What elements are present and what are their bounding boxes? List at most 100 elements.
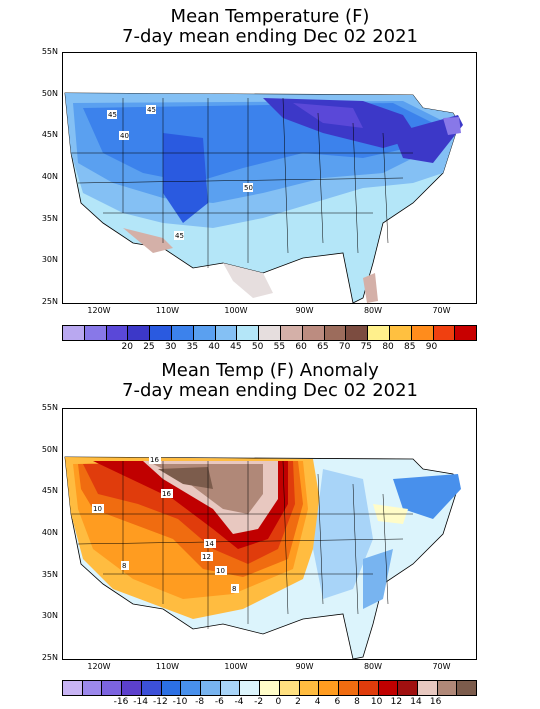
colorbar-swatch: [193, 326, 216, 340]
panel1-title-line1: Mean Temperature (F): [170, 6, 370, 27]
colorbar-swatch: [398, 681, 418, 695]
colorbar-label: -14: [133, 697, 148, 707]
lat-tick-label: 30N: [41, 611, 58, 621]
lon-tick-label: 90W: [295, 306, 314, 315]
colorbar-swatch: [437, 681, 458, 695]
colorbar-label: 55: [273, 342, 286, 352]
colorbar-label: -10: [172, 697, 188, 707]
panel2-colorbar: [62, 680, 477, 696]
colorbar-swatch: [368, 326, 390, 340]
lon-tick-label: 120W: [87, 306, 111, 315]
colorbar-label: 30: [164, 342, 177, 352]
colorbar-label: 85: [404, 342, 416, 352]
colorbar-label: 50: [251, 342, 264, 352]
colorbar-label: 70: [338, 342, 351, 352]
colorbar-swatch: [378, 681, 399, 695]
colorbar-label: 60: [295, 342, 307, 352]
colorbar-label: 12: [390, 697, 403, 707]
colorbar-swatch: [82, 681, 103, 695]
panel1-title-line2: 7-day mean ending Dec 02 2021: [122, 26, 418, 47]
colorbar-swatch: [128, 326, 151, 340]
lon-tick-label: 100W: [224, 306, 248, 315]
panel1-contour-label: 45: [175, 232, 184, 240]
colorbar-swatch: [220, 681, 241, 695]
colorbar-swatch: [161, 681, 182, 695]
colorbar-swatch: [299, 681, 320, 695]
colorbar-label: 65: [317, 342, 329, 352]
panel2-anomaly-map: 16 10 16 14 12 10 8 8: [64, 455, 461, 659]
colorbar-swatch: [150, 326, 172, 340]
colorbar-label: -12: [152, 697, 168, 707]
colorbar-swatch: [201, 681, 221, 695]
panel2-contour-label: 14: [205, 540, 214, 548]
panel1-colorbar: [62, 325, 477, 341]
panel1-contour-label: 50: [244, 184, 253, 192]
lat-tick-label: 50N: [41, 88, 58, 98]
lat-tick-label: 35N: [41, 213, 58, 223]
colorbar-label: 45: [230, 342, 242, 352]
lat-tick-label: 50N: [41, 444, 58, 454]
panel2-contour-label: 16: [162, 490, 171, 498]
panel2-contour-label: 8: [122, 562, 126, 570]
panel1-temperature-map: 45 45 40 50 45: [64, 92, 463, 303]
panel2-map: 16 10 16 14 12 10 8 8: [62, 408, 477, 660]
panel2-title-line2: 7-day mean ending Dec 02 2021: [122, 380, 418, 401]
colorbar-swatch: [324, 326, 347, 340]
colorbar-swatch: [433, 326, 456, 340]
colorbar-label: 20: [121, 342, 133, 352]
colorbar-swatch: [141, 681, 162, 695]
lon-tick-label: 80W: [363, 662, 383, 671]
panel2-contour-label: 10: [216, 567, 225, 575]
panel1-contour-label: 45: [108, 111, 117, 119]
panel2-contour-label: 10: [93, 505, 102, 513]
lat-tick-label: 40N: [41, 528, 58, 537]
colorbar-swatch: [280, 326, 303, 340]
colorbar-label: 2: [295, 697, 301, 707]
colorbar-swatch: [84, 326, 107, 340]
lat-tick-label: 45N: [41, 486, 58, 496]
panel2-contour-label: 16: [150, 456, 159, 464]
lon-tick-label: 70W: [432, 662, 451, 671]
colorbar-swatch: [339, 681, 359, 695]
colorbar-swatch: [102, 681, 123, 695]
colorbar-swatch: [279, 681, 300, 695]
colorbar-swatch: [417, 681, 438, 695]
colorbar-swatch: [106, 326, 129, 340]
panel1-contour-label: 40: [120, 132, 129, 140]
panel2-contour-label: 8: [232, 585, 236, 593]
lon-tick-label: 70W: [432, 306, 451, 315]
colorbar-label: -16: [113, 697, 129, 707]
lat-tick-label: 55N: [41, 403, 58, 412]
colorbar-swatch: [302, 326, 325, 340]
colorbar-swatch: [358, 681, 379, 695]
colorbar-label: 16: [429, 697, 442, 707]
colorbar-label: 35: [186, 342, 199, 352]
colorbar-swatch: [63, 326, 85, 340]
colorbar-label: 25: [143, 342, 155, 352]
panel1-contour-label: 45: [147, 106, 156, 114]
colorbar-swatch: [181, 681, 202, 695]
colorbar-swatch: [237, 326, 260, 340]
panel2-contour-label: 12: [202, 553, 211, 561]
colorbar-label: 8: [354, 697, 360, 707]
colorbar-swatch: [346, 326, 369, 340]
colorbar-swatch: [457, 681, 477, 695]
colorbar-label: -6: [214, 697, 224, 707]
colorbar-label: 90: [425, 342, 438, 352]
colorbar-label: -4: [234, 697, 244, 707]
lat-tick-label: 25N: [41, 297, 58, 306]
lat-tick-label: 35N: [41, 569, 58, 579]
colorbar-swatch: [411, 326, 434, 340]
lon-tick-label: 110W: [155, 662, 180, 671]
colorbar-label: 6: [334, 697, 341, 707]
colorbar-swatch: [122, 681, 142, 695]
lon-tick-label: 120W: [87, 662, 111, 671]
colorbar-swatch: [215, 326, 238, 340]
lon-tick-label: 80W: [363, 306, 383, 315]
colorbar-label: -2: [254, 697, 264, 707]
colorbar-label: 0: [275, 697, 282, 707]
colorbar-swatch: [455, 326, 477, 340]
colorbar-label: 75: [360, 342, 373, 352]
colorbar-swatch: [260, 681, 280, 695]
colorbar-label: 40: [208, 342, 220, 352]
